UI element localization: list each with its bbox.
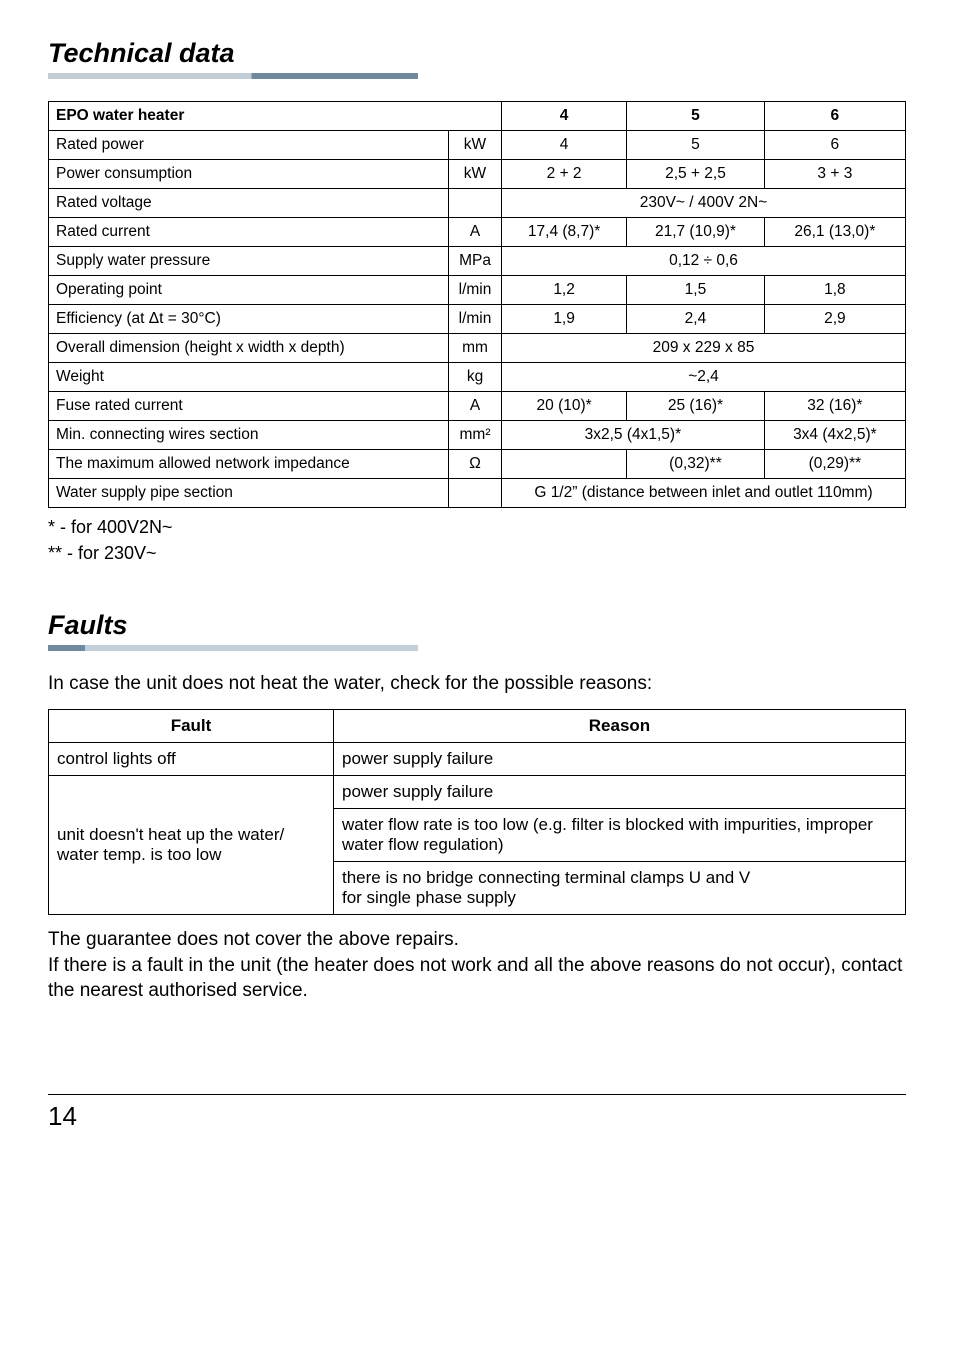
row-label: The maximum allowed network impedance: [49, 450, 449, 479]
table-row: Overall dimension (height x width x dept…: [49, 334, 906, 363]
cell: ~2,4: [502, 363, 906, 392]
cell: power supply failure: [334, 743, 906, 776]
cell: (0,32)**: [627, 450, 765, 479]
col-header: 4: [502, 102, 627, 131]
section-heading: Faults: [48, 610, 906, 641]
row-label: Min. connecting wires section: [49, 421, 449, 450]
cell: control lights off: [49, 743, 334, 776]
table-title: EPO water heater: [49, 102, 502, 131]
cell: 17,4 (8,7)*: [502, 218, 627, 247]
cell: 1,8: [764, 276, 905, 305]
cell: 0,12 ÷ 0,6: [502, 247, 906, 276]
row-unit: kW: [449, 160, 502, 189]
cell: unit doesn't heat up the water/ water te…: [49, 776, 334, 915]
table-row: EPO water heater 4 5 6: [49, 102, 906, 131]
cell: 3x2,5 (4x1,5)*: [502, 421, 765, 450]
row-label: Fuse rated current: [49, 392, 449, 421]
cell: 25 (16)*: [627, 392, 765, 421]
row-unit: MPa: [449, 247, 502, 276]
heading-underline: [48, 645, 418, 651]
paragraph: If there is a fault in the unit (the hea…: [48, 953, 906, 1004]
cell: 2,5 + 2,5: [627, 160, 765, 189]
cell: 230V~ / 400V 2N~: [502, 189, 906, 218]
table-row: Power consumption kW 2 + 2 2,5 + 2,5 3 +…: [49, 160, 906, 189]
table-row: Supply water pressure MPa 0,12 ÷ 0,6: [49, 247, 906, 276]
table-row: Rated current A 17,4 (8,7)* 21,7 (10,9)*…: [49, 218, 906, 247]
row-label: Overall dimension (height x width x dept…: [49, 334, 449, 363]
cell: 4: [502, 131, 627, 160]
row-label: Rated voltage: [49, 189, 449, 218]
cell: 1,5: [627, 276, 765, 305]
row-unit: A: [449, 218, 502, 247]
paragraph: The guarantee does not cover the above r…: [48, 927, 906, 953]
row-unit: Ω: [449, 450, 502, 479]
col-header: 5: [627, 102, 765, 131]
cell: 2,4: [627, 305, 765, 334]
cell: 209 x 229 x 85: [502, 334, 906, 363]
table-row: unit doesn't heat up the water/ water te…: [49, 776, 906, 809]
cell: 6: [764, 131, 905, 160]
intro-text: In case the unit does not heat the water…: [48, 673, 906, 695]
row-unit: kW: [449, 131, 502, 160]
cell: 2 + 2: [502, 160, 627, 189]
row-label: Weight: [49, 363, 449, 392]
section-heading: Technical data: [48, 38, 906, 69]
cell: 1,2: [502, 276, 627, 305]
heading-underline: [48, 73, 418, 79]
cell: 26,1 (13,0)*: [764, 218, 905, 247]
row-unit: l/min: [449, 305, 502, 334]
row-label: Supply water pressure: [49, 247, 449, 276]
row-unit: kg: [449, 363, 502, 392]
page-number: 14: [48, 1094, 906, 1132]
cell: water flow rate is too low (e.g. filter …: [334, 809, 906, 862]
cell: 1,9: [502, 305, 627, 334]
row-label: Rated current: [49, 218, 449, 247]
row-unit: l/min: [449, 276, 502, 305]
table-row: Fuse rated current A 20 (10)* 25 (16)* 3…: [49, 392, 906, 421]
faults-table: Fault Reason control lights off power su…: [48, 709, 906, 915]
table-row: Operating point l/min 1,2 1,5 1,8: [49, 276, 906, 305]
cell: there is no bridge connecting terminal c…: [334, 862, 906, 915]
col-header: Reason: [334, 710, 906, 743]
cell: G 1/2” (distance between inlet and outle…: [502, 479, 906, 508]
row-unit: [449, 479, 502, 508]
row-unit: A: [449, 392, 502, 421]
cell: 20 (10)*: [502, 392, 627, 421]
cell: power supply failure: [334, 776, 906, 809]
row-label: Water supply pipe section: [49, 479, 449, 508]
row-label: Rated power: [49, 131, 449, 160]
footnote: ** - for 230V~: [48, 540, 906, 566]
technical-data-table: EPO water heater 4 5 6 Rated power kW 4 …: [48, 101, 906, 508]
cell: 2,9: [764, 305, 905, 334]
cell: 21,7 (10,9)*: [627, 218, 765, 247]
cell: (0,29)**: [764, 450, 905, 479]
col-header: 6: [764, 102, 905, 131]
cell: [502, 450, 627, 479]
cell: 5: [627, 131, 765, 160]
table-row: Weight kg ~2,4: [49, 363, 906, 392]
table-row: Rated power kW 4 5 6: [49, 131, 906, 160]
body-text: The guarantee does not cover the above r…: [48, 927, 906, 1004]
cell: 32 (16)*: [764, 392, 905, 421]
table-row: Min. connecting wires section mm² 3x2,5 …: [49, 421, 906, 450]
table-row: control lights off power supply failure: [49, 743, 906, 776]
row-unit: [449, 189, 502, 218]
row-label: Efficiency (at Δt = 30°C): [49, 305, 449, 334]
col-header: Fault: [49, 710, 334, 743]
footnote: * - for 400V2N~: [48, 514, 906, 540]
table-row: Rated voltage 230V~ / 400V 2N~: [49, 189, 906, 218]
table-row: Water supply pipe section G 1/2” (distan…: [49, 479, 906, 508]
row-unit: mm²: [449, 421, 502, 450]
table-row: Efficiency (at Δt = 30°C) l/min 1,9 2,4 …: [49, 305, 906, 334]
row-label: Operating point: [49, 276, 449, 305]
row-unit: mm: [449, 334, 502, 363]
row-label: Power consumption: [49, 160, 449, 189]
cell: 3 + 3: [764, 160, 905, 189]
table-row: Fault Reason: [49, 710, 906, 743]
cell: 3x4 (4x2,5)*: [764, 421, 905, 450]
footnotes: * - for 400V2N~ ** - for 230V~: [48, 514, 906, 566]
table-row: The maximum allowed network impedance Ω …: [49, 450, 906, 479]
